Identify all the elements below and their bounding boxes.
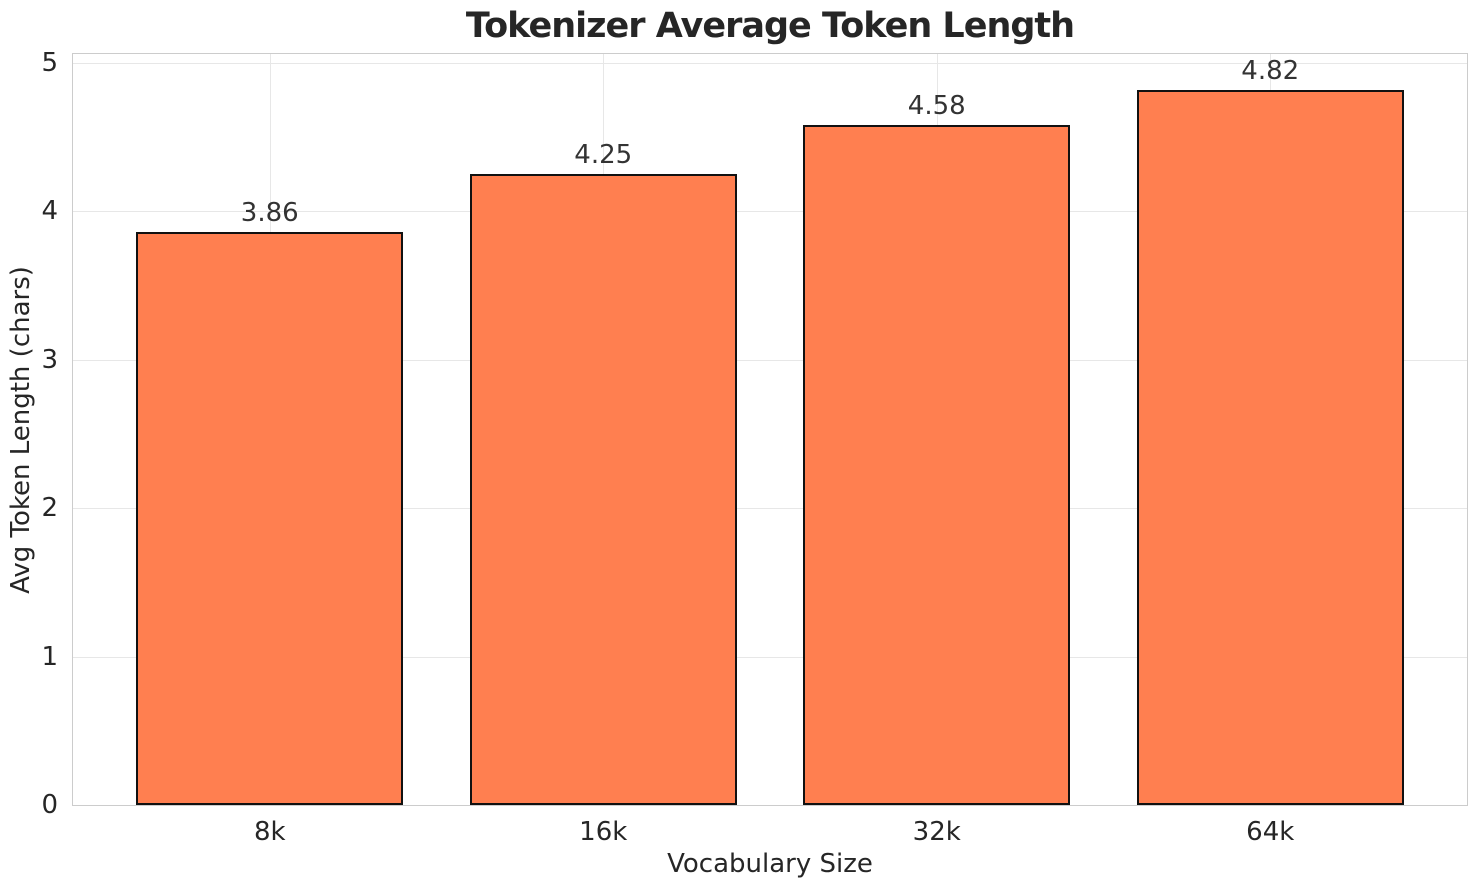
bar-value-label: 4.58 bbox=[907, 91, 966, 122]
y-tick-label: 3 bbox=[41, 344, 58, 375]
bar bbox=[803, 125, 1071, 805]
y-tick-label: 5 bbox=[41, 47, 58, 78]
y-tick-label: 1 bbox=[41, 641, 58, 672]
bar-value-label: 4.82 bbox=[1241, 55, 1300, 86]
bar bbox=[469, 174, 737, 805]
x-tick-label: 8k bbox=[253, 817, 286, 847]
bar bbox=[136, 232, 404, 805]
y-tick-label: 2 bbox=[41, 493, 58, 524]
y-tick-label: 4 bbox=[41, 196, 58, 227]
y-gridline bbox=[73, 508, 1467, 510]
y-axis-label: Avg Token Length (chars) bbox=[6, 265, 36, 594]
plot-area: 0 1 2 3 4 5 3.86 8k 4.25 16k 4.58 32k 4.82 64k Vocabul… bbox=[6, 48, 1468, 879]
y-gridline bbox=[73, 62, 1467, 64]
x-tick-label: 16k bbox=[579, 817, 628, 847]
x-tick-label: 64k bbox=[1246, 817, 1295, 847]
y-gridline bbox=[73, 211, 1467, 213]
y-tick-label: 0 bbox=[41, 790, 58, 820]
bar-value-label: 3.86 bbox=[240, 198, 299, 229]
chart-title: Tokenizer Average Token Length bbox=[465, 6, 1075, 46]
bar bbox=[1136, 89, 1404, 805]
x-tick-label: 32k bbox=[912, 817, 961, 847]
bar-value-label: 4.25 bbox=[574, 140, 633, 171]
y-gridline bbox=[73, 359, 1467, 361]
y-gridline bbox=[73, 656, 1467, 658]
x-axis-label: Vocabulary Size bbox=[667, 849, 873, 879]
